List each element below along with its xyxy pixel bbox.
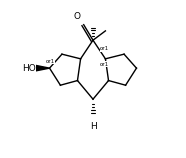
Text: or1: or1 [100, 62, 109, 67]
Text: H: H [90, 122, 96, 131]
Text: or1: or1 [46, 59, 55, 64]
Text: or1: or1 [100, 46, 109, 51]
Text: HO: HO [22, 64, 36, 73]
Polygon shape [34, 65, 49, 71]
Text: O: O [74, 12, 81, 21]
